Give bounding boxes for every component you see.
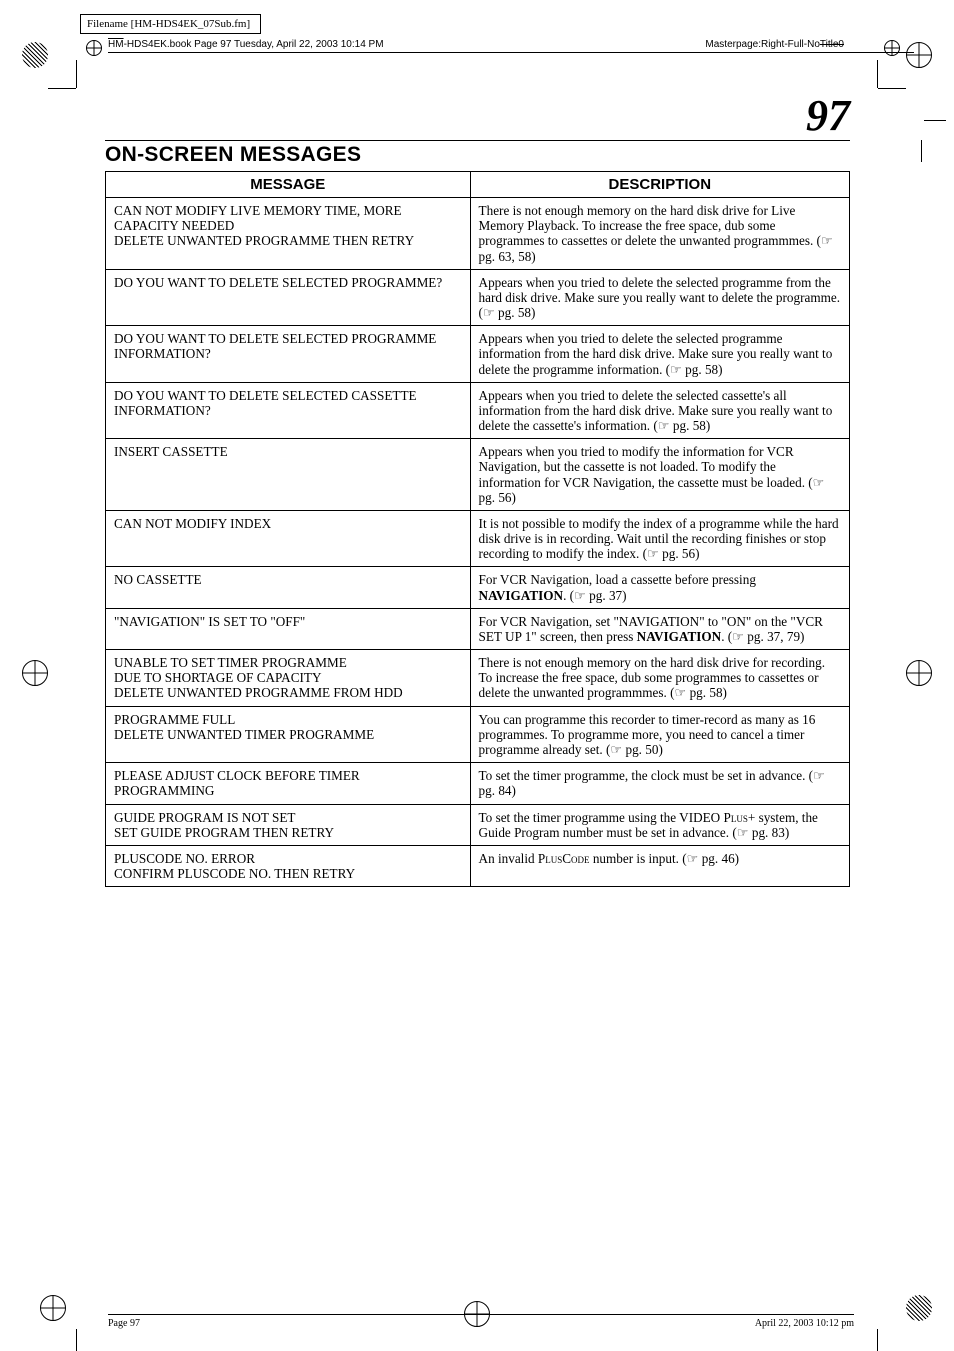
footer-page: Page 97 bbox=[108, 1318, 140, 1329]
description-cell: An invalid PlusCode number is input. (☞ … bbox=[470, 845, 849, 886]
table-row: "NAVIGATION" IS SET TO "OFF"For VCR Navi… bbox=[106, 608, 850, 649]
message-cell: GUIDE PROGRAM IS NOT SETSET GUIDE PROGRA… bbox=[106, 804, 471, 845]
registration-hatch-icon bbox=[22, 42, 48, 68]
table-row: DO YOU WANT TO DELETE SELECTED PROGRAMME… bbox=[106, 269, 850, 326]
message-cell: "NAVIGATION" IS SET TO "OFF" bbox=[106, 608, 471, 649]
footer-rule bbox=[108, 1314, 854, 1315]
message-cell: PROGRAMME FULLDELETE UNWANTED TIMER PROG… bbox=[106, 706, 471, 763]
message-cell: CAN NOT MODIFY LIVE MEMORY TIME, MORE CA… bbox=[106, 198, 471, 270]
message-cell: UNABLE TO SET TIMER PROGRAMMEDUE TO SHOR… bbox=[106, 650, 471, 707]
message-cell: INSERT CASSETTE bbox=[106, 439, 471, 511]
message-cell: CAN NOT MODIFY INDEX bbox=[106, 510, 471, 567]
crop-mark-icon bbox=[48, 88, 76, 89]
description-cell: To set the timer programme, the clock mu… bbox=[470, 763, 849, 804]
footer-timestamp: April 22, 2003 10:12 pm bbox=[755, 1318, 854, 1329]
registration-mark-icon bbox=[906, 42, 932, 68]
description-cell: Appears when you tried to delete the sel… bbox=[470, 382, 849, 439]
messages-table: MESSAGE DESCRIPTION CAN NOT MODIFY LIVE … bbox=[105, 171, 850, 887]
section-title: ON-SCREEN MESSAGES bbox=[105, 143, 850, 167]
description-cell: Appears when you tried to delete the sel… bbox=[470, 269, 849, 326]
message-cell: DO YOU WANT TO DELETE SELECTED PROGRAMME… bbox=[106, 326, 471, 383]
crop-mark-icon bbox=[76, 1329, 77, 1351]
registration-mark-icon bbox=[906, 660, 932, 686]
message-cell: DO YOU WANT TO DELETE SELECTED PROGRAMME… bbox=[106, 269, 471, 326]
message-cell: PLUSCODE NO. ERRORCONFIRM PLUSCODE NO. T… bbox=[106, 845, 471, 886]
description-cell: There is not enough memory on the hard d… bbox=[470, 198, 849, 270]
book-info: HM-HDS4EK.book Page 97 Tuesday, April 22… bbox=[108, 39, 384, 50]
table-row: CAN NOT MODIFY LIVE MEMORY TIME, MORE CA… bbox=[106, 198, 850, 270]
target-icon bbox=[884, 40, 900, 56]
col-description: DESCRIPTION bbox=[470, 172, 849, 198]
target-icon bbox=[86, 40, 102, 56]
header-rule: HM-HDS4EK.book Page 97 Tuesday, April 22… bbox=[108, 52, 914, 53]
title-rule bbox=[105, 140, 850, 141]
description-cell: For VCR Navigation, set "NAVIGATION" to … bbox=[470, 608, 849, 649]
description-cell: For VCR Navigation, load a cassette befo… bbox=[470, 567, 849, 608]
table-header-row: MESSAGE DESCRIPTION bbox=[106, 172, 850, 198]
crop-mark-icon bbox=[921, 140, 922, 162]
message-cell: PLEASE ADJUST CLOCK BEFORE TIMER PROGRAM… bbox=[106, 763, 471, 804]
registration-mark-icon bbox=[40, 1295, 66, 1321]
crop-mark-icon bbox=[878, 88, 906, 89]
table-row: GUIDE PROGRAM IS NOT SETSET GUIDE PROGRA… bbox=[106, 804, 850, 845]
description-cell: You can programme this recorder to timer… bbox=[470, 706, 849, 763]
crop-mark-icon bbox=[877, 60, 878, 88]
crop-mark-icon bbox=[76, 60, 77, 88]
table-row: INSERT CASSETTEAppears when you tried to… bbox=[106, 439, 850, 511]
table-row: UNABLE TO SET TIMER PROGRAMMEDUE TO SHOR… bbox=[106, 650, 850, 707]
table-row: PROGRAMME FULLDELETE UNWANTED TIMER PROG… bbox=[106, 706, 850, 763]
message-cell: NO CASSETTE bbox=[106, 567, 471, 608]
crop-mark-icon bbox=[924, 120, 946, 121]
col-message: MESSAGE bbox=[106, 172, 471, 198]
message-cell: DO YOU WANT TO DELETE SELECTED CASSETTE … bbox=[106, 382, 471, 439]
page-content: 97 ON-SCREEN MESSAGES MESSAGE DESCRIPTIO… bbox=[105, 96, 850, 887]
description-cell: There is not enough memory on the hard d… bbox=[470, 650, 849, 707]
description-cell: Appears when you tried to delete the sel… bbox=[470, 326, 849, 383]
crop-mark-icon bbox=[877, 1329, 878, 1351]
description-cell: To set the timer programme using the VID… bbox=[470, 804, 849, 845]
filename-label: Filename [HM-HDS4EK_07Sub.fm] bbox=[80, 14, 261, 34]
table-row: PLUSCODE NO. ERRORCONFIRM PLUSCODE NO. T… bbox=[106, 845, 850, 886]
registration-mark-icon bbox=[22, 660, 48, 686]
description-cell: It is not possible to modify the index o… bbox=[470, 510, 849, 567]
table-row: DO YOU WANT TO DELETE SELECTED PROGRAMME… bbox=[106, 326, 850, 383]
page-number: 97 bbox=[806, 90, 850, 141]
table-row: PLEASE ADJUST CLOCK BEFORE TIMER PROGRAM… bbox=[106, 763, 850, 804]
table-row: DO YOU WANT TO DELETE SELECTED CASSETTE … bbox=[106, 382, 850, 439]
table-row: CAN NOT MODIFY INDEXIt is not possible t… bbox=[106, 510, 850, 567]
masterpage-label: Masterpage:Right-Full-NoTitle0 bbox=[705, 39, 844, 50]
table-row: NO CASSETTEFor VCR Navigation, load a ca… bbox=[106, 567, 850, 608]
registration-hatch-icon bbox=[906, 1295, 932, 1321]
description-cell: Appears when you tried to modify the inf… bbox=[470, 439, 849, 511]
